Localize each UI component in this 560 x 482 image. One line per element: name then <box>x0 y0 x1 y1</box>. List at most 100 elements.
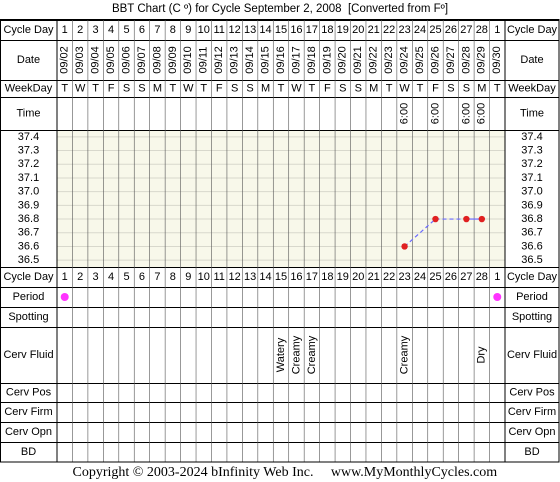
weekday-label: W <box>75 82 86 94</box>
cycle-day-label: 15 <box>275 271 287 283</box>
temp-dot <box>401 243 408 250</box>
row-label: Spotting <box>8 311 48 323</box>
cycle-day-label: 16 <box>290 271 302 283</box>
site: www.MyMonthlyCycles.com <box>331 465 497 480</box>
dates-label: 09/26 <box>429 46 441 74</box>
cycle-day-label: 10 <box>198 271 210 283</box>
dates-label: 09/22 <box>368 46 380 74</box>
cycle-day-label: 1 <box>62 24 68 36</box>
weekday-label: T <box>92 82 99 94</box>
weekday-label: S <box>138 82 145 94</box>
y-tick-label: 37.3 <box>18 144 39 156</box>
cerv-fluid-label: Creamy <box>290 335 302 374</box>
row-label: Cycle Day <box>507 271 558 283</box>
dates-label: 09/09 <box>167 46 179 74</box>
weekday-label: T <box>417 82 424 94</box>
cycle-day-label: 1 <box>494 271 500 283</box>
cycle-day-label: 26 <box>445 24 457 36</box>
cycle-day-label: 6 <box>139 271 145 283</box>
weekday-label: W <box>183 82 194 94</box>
row-label: Period <box>13 291 45 303</box>
cycle-day-label: 23 <box>398 24 410 36</box>
cycle-day-label: 14 <box>259 24 271 36</box>
cerv-fluid-label: Dry <box>476 346 488 364</box>
cycle-day-label: 17 <box>306 271 318 283</box>
row-label: Cycle Day <box>3 271 54 283</box>
cycle-day-label: 23 <box>398 271 410 283</box>
dates-label: 09/11 <box>198 47 210 74</box>
row-label: Cycle Day <box>507 24 558 36</box>
cycle-day-label: 5 <box>123 24 129 36</box>
cycle-day-label: 24 <box>414 271 426 283</box>
row-label: WeekDay <box>5 82 53 94</box>
row-label: Cerv Pos <box>509 386 555 398</box>
dates-label: 09/21 <box>352 46 364 74</box>
weekday-label: M <box>261 82 270 94</box>
y-tick-label: 36.6 <box>18 240 39 252</box>
dates-label: 09/13 <box>229 46 241 74</box>
row-label: WeekDay <box>508 82 556 94</box>
dates-label: 09/24 <box>398 46 410 74</box>
cycle-day-label: 10 <box>198 24 210 36</box>
cycle-day-label: 19 <box>337 271 349 283</box>
cycle-day-label: 4 <box>108 24 114 36</box>
row-label: Period <box>516 291 548 303</box>
weekday-label: W <box>291 82 302 94</box>
row-label: Cerv Opn <box>508 426 555 438</box>
temp-dot <box>432 215 439 223</box>
dates-label: 09/23 <box>383 46 395 74</box>
dates-label: 09/17 <box>290 46 302 74</box>
cerv-fluid-label: Creamy <box>398 335 410 374</box>
cycle-day-label: 25 <box>429 271 441 283</box>
row-label: Cerv Firm <box>4 406 52 418</box>
dates-label: 09/27 <box>445 46 457 74</box>
row-label: Cerv Firm <box>508 406 556 418</box>
cycle-day-label: 3 <box>93 271 99 283</box>
y-tick-label: 36.6 <box>521 240 542 252</box>
weekday-label: F <box>108 82 115 94</box>
y-tick-label: 36.7 <box>18 227 39 239</box>
dates-label: 09/15 <box>259 46 271 74</box>
weekday-label: F <box>432 82 439 94</box>
dates-label: 09/04 <box>90 46 102 74</box>
y-tick-label: 36.8 <box>521 213 542 225</box>
dates-label: 09/19 <box>321 46 333 74</box>
weekday-label: S <box>246 82 253 94</box>
y-tick-label: 37.4 <box>521 131 542 143</box>
y-tick-label: 36.9 <box>521 199 542 211</box>
weekday-label: F <box>324 82 331 94</box>
row-label: Cerv Fluid <box>3 349 53 361</box>
cycle-day-label: 14 <box>259 271 271 283</box>
weekday-label: T <box>169 82 176 94</box>
frame <box>0 19 560 463</box>
cycle-day-label: 24 <box>414 24 426 36</box>
temp-area <box>57 130 505 267</box>
row-label: Date <box>17 54 40 66</box>
weekday-label: M <box>153 82 162 94</box>
weekday-label: M <box>477 82 486 94</box>
row-label: Cycle Day <box>3 24 54 36</box>
dates-label: 09/12 <box>213 46 225 74</box>
weekday-label: S <box>463 82 470 94</box>
dates-label: 09/07 <box>136 46 148 74</box>
dates-label: 09/06 <box>120 46 132 74</box>
cycle-day-label: 17 <box>306 24 318 36</box>
period-dot <box>60 293 69 301</box>
y-tick-label: 37.2 <box>18 158 39 170</box>
cycle-day-label: 12 <box>229 271 241 283</box>
cycle-day-label: 28 <box>476 271 488 283</box>
y-tick-label: 37.2 <box>521 158 542 170</box>
cycle-day-label: 3 <box>93 24 99 36</box>
y-tick-label: 37.3 <box>521 144 542 156</box>
cycle-day-label: 27 <box>460 271 472 283</box>
cycle-day-label: 25 <box>429 24 441 36</box>
cycle-day-label: 27 <box>460 24 472 36</box>
row-label: Spotting <box>512 311 552 323</box>
cycle-day-label: 22 <box>383 271 395 283</box>
cycle-day-label: 11 <box>213 271 224 283</box>
y-tick-label: 36.9 <box>18 199 39 211</box>
cerv-fluid-label: Creamy <box>306 335 318 374</box>
dates-label: 09/16 <box>275 46 287 74</box>
cerv-fluid-label: Watery <box>275 337 287 372</box>
weekday-label: W <box>399 82 410 94</box>
